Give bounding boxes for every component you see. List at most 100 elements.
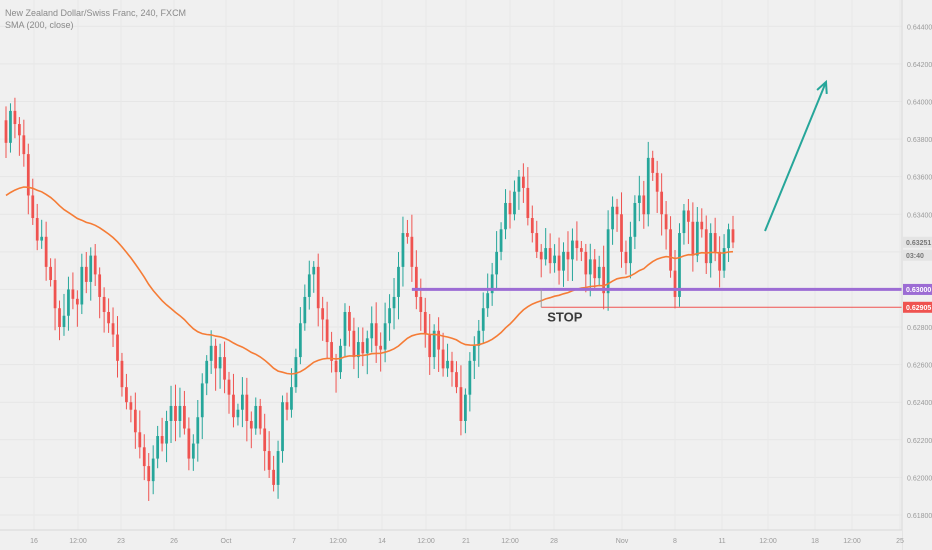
candle-body [348,311,351,331]
time-tick-label: 14 [378,538,386,545]
candle-body [383,323,387,350]
candle [98,267,102,319]
support-price-badge-box [903,283,932,295]
candle [727,223,730,262]
candle [138,410,142,459]
candle-body [165,420,168,444]
candle [722,234,726,278]
candle [75,290,79,327]
candle-body [588,259,592,275]
candle-body [343,311,347,346]
candle [290,368,293,418]
candle-body [245,394,249,421]
time-axis[interactable]: 16 12:00 23 26 Oct 7 12:00 14 12:00 21 12:00 28 Nov 8… [0,529,904,550]
candle-body [517,176,521,192]
candle-body [236,409,240,418]
candle [325,301,329,359]
candle [343,303,347,357]
candle [205,355,209,396]
time-tick-label: Nov [616,538,629,545]
candle-body [40,236,44,241]
candle [597,255,601,287]
last-price-badge-text: 0.63251 [906,240,931,247]
candle-body [700,221,704,230]
candle-body [651,157,655,173]
candle-body [437,330,441,350]
candle [521,163,525,203]
price-tick-label: 0.63600 [907,175,932,182]
candle [129,395,133,423]
candle-body [307,274,311,297]
candle [93,244,97,286]
indicator-label: SMA (200, close) [5,20,74,30]
candle [352,317,356,370]
candle-body [414,266,418,297]
candle-body [227,379,231,395]
candle-body [499,229,503,252]
candle [508,190,512,229]
candle [504,189,507,240]
candle [178,387,182,438]
candle-body [196,417,200,444]
candle-body [232,394,235,418]
candle [160,417,164,452]
candle-body [629,236,632,264]
candle [267,431,271,478]
time-tick-label: Oct [221,538,232,545]
candles [4,97,735,501]
candle [361,327,365,367]
candle [401,216,405,287]
candle [615,198,619,232]
candle-body [4,120,8,143]
candle [156,425,160,469]
price-tick-label: 0.62800 [907,325,932,332]
candle [664,201,668,250]
candle [13,97,17,139]
candle [669,216,672,278]
candle-body [441,349,445,369]
candle [165,410,168,463]
support-price-badge-text: 0.63000 [906,287,931,294]
candle [450,351,454,387]
candle [428,313,432,375]
candle [191,434,195,471]
price-tick-label: 0.63800 [907,137,932,144]
candle-body [31,195,35,219]
candle-body [178,405,182,421]
candle-body [521,176,525,188]
candle [704,215,708,274]
candle-body [678,233,681,297]
last-price-badge: 0.63251 [903,236,932,248]
candle [321,296,325,341]
price-tick-label: 0.63400 [907,212,932,219]
candle [660,173,664,236]
candle [513,180,516,221]
price-axis[interactable]: 0.64400 0.64200 0.64000 0.63800 0.63600 0.634… [901,0,932,550]
price-tick-label: 0.61800 [907,513,932,520]
candle-body [169,405,173,421]
candle-body [620,214,623,252]
candle-body [200,383,204,418]
candle [414,250,418,310]
candle-body [374,323,378,346]
price-tick-label: 0.62400 [907,400,932,407]
candle-body [205,360,209,384]
candle-body [432,330,436,358]
candle [89,247,93,301]
candle-body [133,409,137,433]
candle [258,398,262,435]
candle [49,258,52,287]
candle-body [428,334,432,358]
candle-body [17,124,21,136]
candle [691,202,695,272]
candle [633,195,637,250]
candle [281,395,284,463]
candle [718,236,722,288]
candle-body [361,342,365,354]
candle-body [388,308,391,324]
candle [214,338,218,391]
candle [200,373,204,440]
candle-body [330,342,333,361]
